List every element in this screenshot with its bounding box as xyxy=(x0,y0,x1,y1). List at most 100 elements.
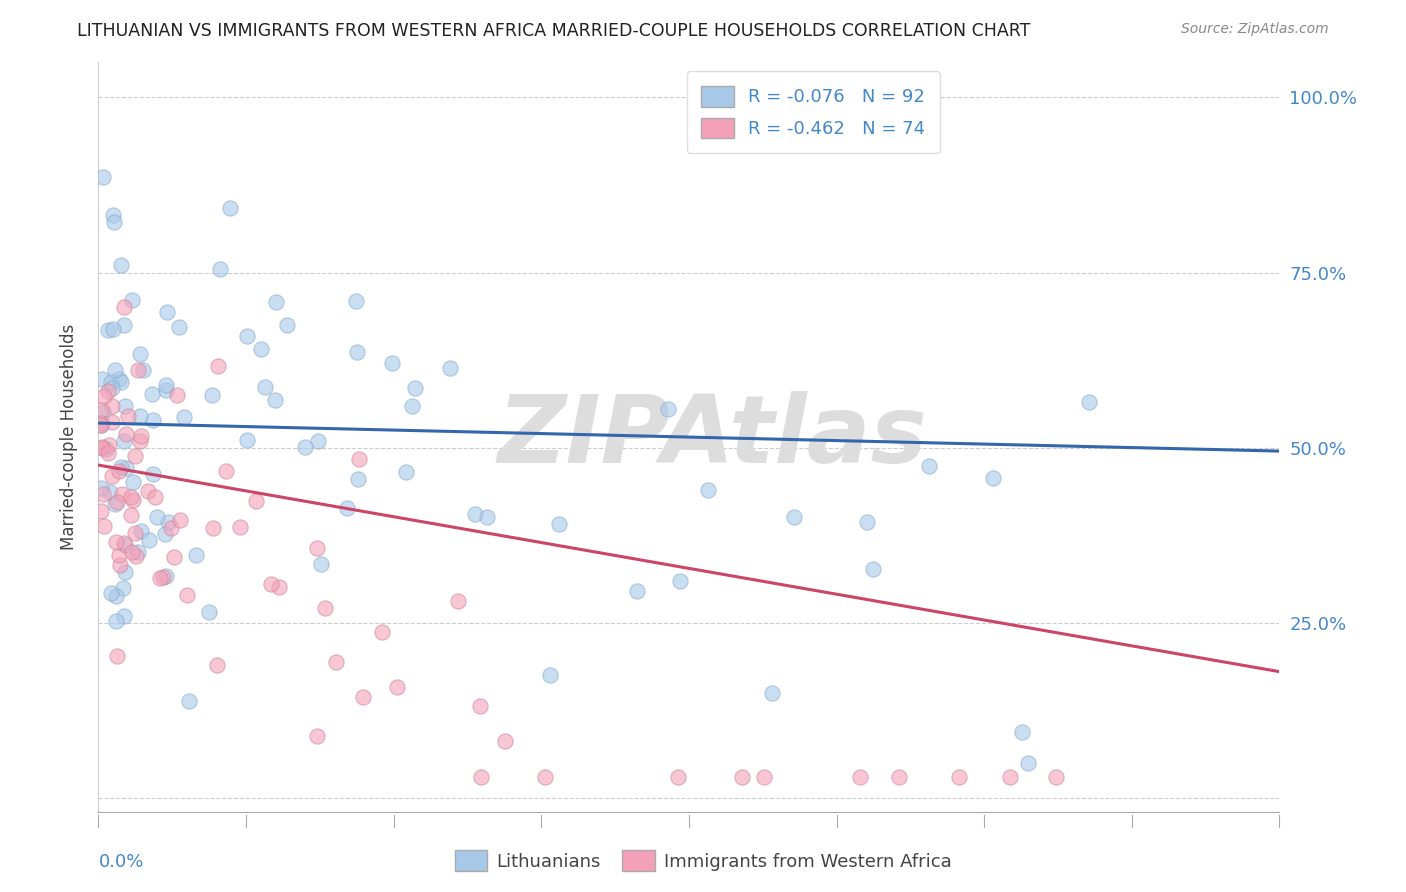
Point xyxy=(101,415,124,429)
Point xyxy=(385,681,408,695)
Point xyxy=(93,388,115,402)
Point xyxy=(105,614,128,628)
Point xyxy=(124,526,146,541)
Point xyxy=(253,380,276,394)
Point xyxy=(91,440,114,454)
Point xyxy=(143,490,166,504)
Point xyxy=(948,770,970,784)
Text: ZIPAtlas: ZIPAtlas xyxy=(498,391,928,483)
Point xyxy=(347,472,370,486)
Point xyxy=(468,698,491,713)
Point xyxy=(325,655,347,669)
Point xyxy=(127,363,149,377)
Point xyxy=(184,548,207,562)
Point xyxy=(236,328,259,343)
Point xyxy=(91,405,114,419)
Text: Source: ZipAtlas.com: Source: ZipAtlas.com xyxy=(1181,22,1329,37)
Point xyxy=(439,361,461,376)
Point xyxy=(98,485,121,500)
Point xyxy=(94,442,117,456)
Point xyxy=(862,561,884,575)
Point xyxy=(112,300,135,314)
Point xyxy=(657,402,679,417)
Point xyxy=(110,376,132,390)
Point xyxy=(138,533,160,548)
Point xyxy=(121,490,143,504)
Point xyxy=(245,494,267,508)
Point xyxy=(98,438,121,452)
Point xyxy=(166,387,188,401)
Point xyxy=(110,460,132,475)
Point xyxy=(104,497,127,511)
Text: 0.0%: 0.0% xyxy=(98,853,143,871)
Point xyxy=(149,571,172,585)
Text: LITHUANIAN VS IMMIGRANTS FROM WESTERN AFRICA MARRIED-COUPLE HOUSEHOLDS CORRELATI: LITHUANIAN VS IMMIGRANTS FROM WESTERN AF… xyxy=(77,22,1031,40)
Point xyxy=(108,548,131,562)
Point xyxy=(547,516,569,531)
Point xyxy=(260,577,283,591)
Point xyxy=(179,694,201,708)
Point xyxy=(105,495,128,509)
Point xyxy=(108,372,131,386)
Point xyxy=(100,586,122,600)
Point xyxy=(998,770,1021,784)
Point xyxy=(117,409,139,424)
Point xyxy=(114,565,136,579)
Point xyxy=(783,510,806,524)
Point xyxy=(371,625,394,640)
Point xyxy=(276,318,298,332)
Point xyxy=(169,513,191,527)
Point xyxy=(90,441,112,455)
Point xyxy=(121,293,143,307)
Point xyxy=(157,515,180,529)
Point xyxy=(120,508,142,522)
Point xyxy=(236,434,259,448)
Point xyxy=(110,258,132,272)
Point xyxy=(114,538,136,552)
Point xyxy=(918,458,941,473)
Point xyxy=(731,770,754,784)
Point xyxy=(176,588,198,602)
Point xyxy=(264,294,287,309)
Point xyxy=(307,434,329,448)
Point xyxy=(129,434,152,448)
Y-axis label: Married-couple Households: Married-couple Households xyxy=(59,324,77,550)
Point xyxy=(90,418,112,433)
Point xyxy=(173,409,195,424)
Point xyxy=(470,770,492,784)
Point xyxy=(152,570,174,584)
Point xyxy=(104,534,127,549)
Point xyxy=(1017,756,1039,770)
Point xyxy=(849,770,872,784)
Point xyxy=(103,322,125,336)
Point xyxy=(103,214,125,228)
Point xyxy=(1077,395,1099,409)
Point xyxy=(90,481,112,495)
Point xyxy=(129,429,152,443)
Point xyxy=(91,487,114,501)
Point xyxy=(124,449,146,463)
Point xyxy=(352,690,374,704)
Point xyxy=(305,541,328,555)
Point xyxy=(447,594,470,608)
Legend: Lithuanians, Immigrants from Western Africa: Lithuanians, Immigrants from Western Afr… xyxy=(447,843,959,879)
Point xyxy=(167,320,190,334)
Point xyxy=(142,467,165,482)
Point xyxy=(404,381,426,395)
Point xyxy=(110,558,132,572)
Point xyxy=(90,371,112,385)
Point xyxy=(464,507,486,521)
Point xyxy=(129,347,152,361)
Point xyxy=(103,363,125,377)
Point xyxy=(533,770,555,784)
Point xyxy=(1045,770,1067,784)
Point xyxy=(115,461,138,475)
Point xyxy=(122,475,145,490)
Point xyxy=(538,667,561,681)
Point xyxy=(219,201,242,215)
Point xyxy=(90,504,112,518)
Point xyxy=(103,208,125,222)
Point xyxy=(125,549,148,563)
Point xyxy=(761,685,783,699)
Point xyxy=(207,359,229,374)
